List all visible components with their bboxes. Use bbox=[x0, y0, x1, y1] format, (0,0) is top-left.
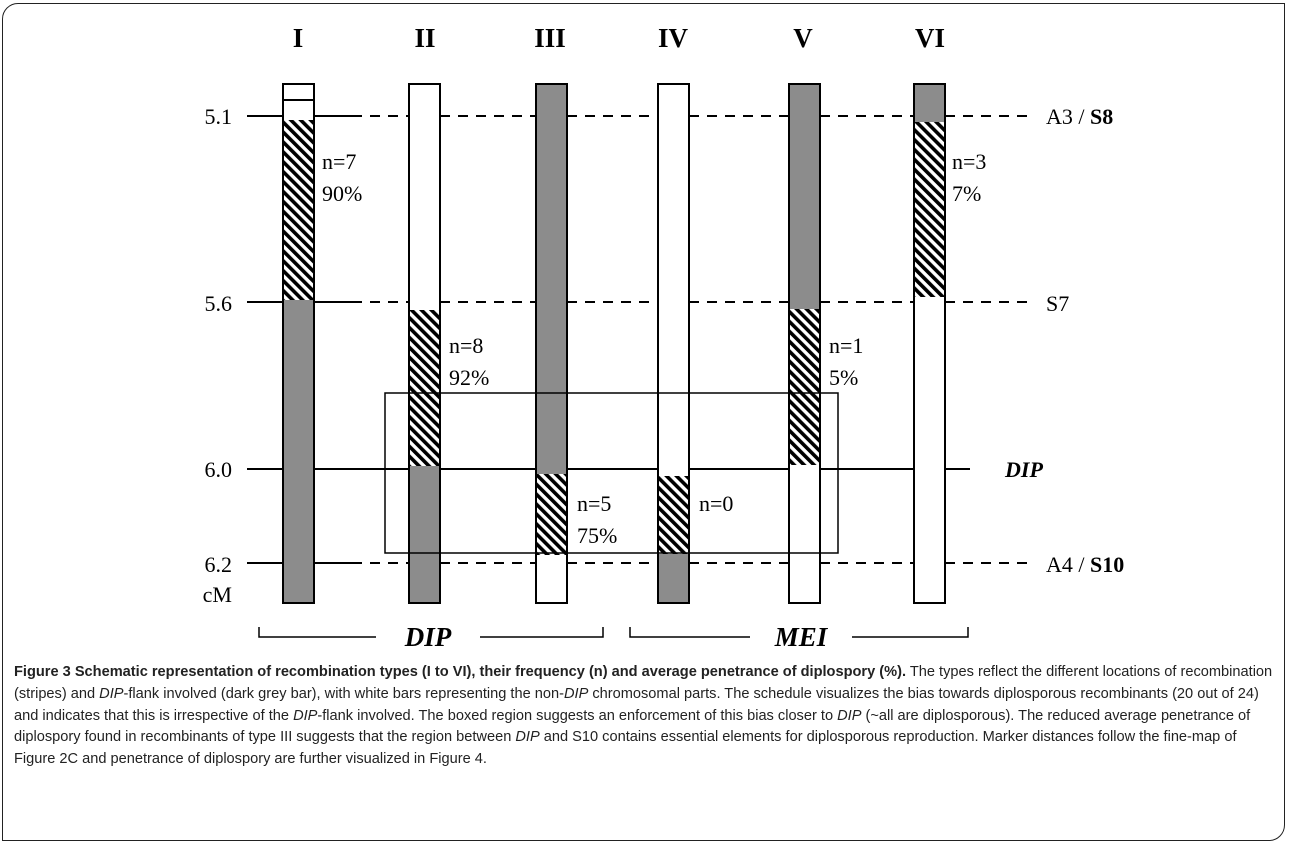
figure-frame bbox=[2, 3, 1285, 841]
caption-text-5: (~all are diplosporous). The reduced ave… bbox=[14, 707, 1251, 746]
annotation-pct-type-iii: 75% bbox=[577, 523, 617, 548]
bar-type-i bbox=[282, 83, 315, 604]
marker-label-a4-s10: A4 / S10 bbox=[1046, 552, 1124, 577]
group-label-mei: MEI bbox=[774, 622, 829, 652]
annotation-n-type-iv: n=0 bbox=[699, 491, 733, 516]
bar-type-ii bbox=[408, 83, 441, 604]
position-label-6-2: 6.2 bbox=[205, 552, 233, 577]
figure-caption: Figure 3 Schematic representation of rec… bbox=[14, 662, 1276, 771]
caption-text-6: and S10 contains essential elements for … bbox=[14, 729, 1237, 768]
caption-title: Figure 3 Schematic representation of rec… bbox=[14, 664, 902, 680]
annotation-pct-type-v: 5% bbox=[829, 365, 858, 390]
caption-dip-4: DIP bbox=[837, 707, 862, 724]
caption-text-3: chromosomal parts. The schedule visualiz… bbox=[14, 685, 1259, 724]
caption-text-2: -flank involved (dark grey bar), with wh… bbox=[123, 685, 564, 702]
bar-type-vi bbox=[913, 83, 946, 604]
bar-type-v bbox=[788, 83, 821, 604]
type-label-v: V bbox=[793, 23, 813, 53]
position-label-6-0: 6.0 bbox=[205, 457, 233, 482]
marker-label-a3-s8: A3 / S8 bbox=[1046, 104, 1113, 129]
caption-text-4: -flank involved. The boxed region sugges… bbox=[317, 707, 838, 724]
type-label-ii: II bbox=[414, 23, 435, 53]
annotation-n-type-i: n=7 bbox=[322, 149, 356, 174]
annotation-n-type-vi: n=3 bbox=[952, 149, 986, 174]
unit-label: cM bbox=[203, 582, 232, 607]
boxed-region bbox=[384, 392, 839, 554]
annotation-pct-type-i: 90% bbox=[322, 181, 362, 206]
caption-dip-5: DIP bbox=[515, 729, 540, 746]
caption-title-end: . bbox=[901, 664, 907, 680]
group-bracket-mei bbox=[629, 627, 969, 638]
marker-label-s7: S7 bbox=[1046, 291, 1069, 316]
caption-dip-3: DIP bbox=[293, 707, 318, 724]
annotation-pct-type-ii: 92% bbox=[449, 365, 489, 390]
caption-dip-1: DIP bbox=[99, 685, 124, 702]
type-label-iv: IV bbox=[658, 23, 689, 53]
group-bracket-dip bbox=[258, 627, 604, 638]
caption-text-1: The types reflect the different location… bbox=[14, 664, 1273, 702]
type-label-i: I bbox=[293, 23, 304, 53]
type-label-iii: III bbox=[534, 23, 566, 53]
bar-type-iv bbox=[657, 83, 690, 604]
annotation-n-type-v: n=1 bbox=[829, 333, 863, 358]
type-label-vi: VI bbox=[915, 23, 945, 53]
annotation-n-type-ii: n=8 bbox=[449, 333, 483, 358]
position-label-5-6: 5.6 bbox=[205, 291, 233, 316]
annotation-n-type-iii: n=5 bbox=[577, 491, 611, 516]
recombination-diagram: I II III IV V VI bbox=[203, 23, 1125, 652]
position-label-5-1: 5.1 bbox=[205, 104, 233, 129]
group-label-dip: DIP bbox=[404, 622, 452, 652]
bar-type-iii bbox=[535, 83, 568, 604]
marker-label-dip: DIP bbox=[1004, 457, 1043, 482]
caption-dip-2: DIP bbox=[563, 685, 589, 702]
annotation-pct-type-vi: 7% bbox=[952, 181, 981, 206]
